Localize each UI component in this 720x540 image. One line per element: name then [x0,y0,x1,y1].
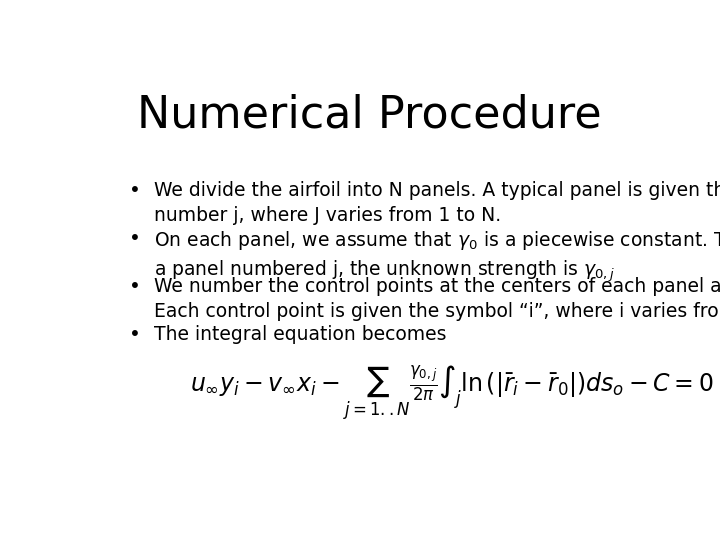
Text: •: • [129,229,141,248]
Text: •: • [129,181,141,200]
Text: •: • [129,277,141,296]
Text: Numerical Procedure: Numerical Procedure [137,94,601,137]
Text: $u_{\infty}y_i - v_{\infty}x_i - \sum_{j=1..N} \frac{\gamma_{0,j}}{2\pi} \int_j : $u_{\infty}y_i - v_{\infty}x_i - \sum_{j… [190,363,714,423]
Text: On each panel, we assume that $\gamma_0$ is a piecewise constant. Thus, on
a pan: On each panel, we assume that $\gamma_0$… [154,229,720,285]
Text: The integral equation becomes: The integral equation becomes [154,325,446,343]
Text: We number the control points at the centers of each panel as well.
Each control : We number the control points at the cent… [154,277,720,321]
Text: •: • [129,325,141,343]
Text: We divide the airfoil into N panels. A typical panel is given the
number j, wher: We divide the airfoil into N panels. A t… [154,181,720,225]
